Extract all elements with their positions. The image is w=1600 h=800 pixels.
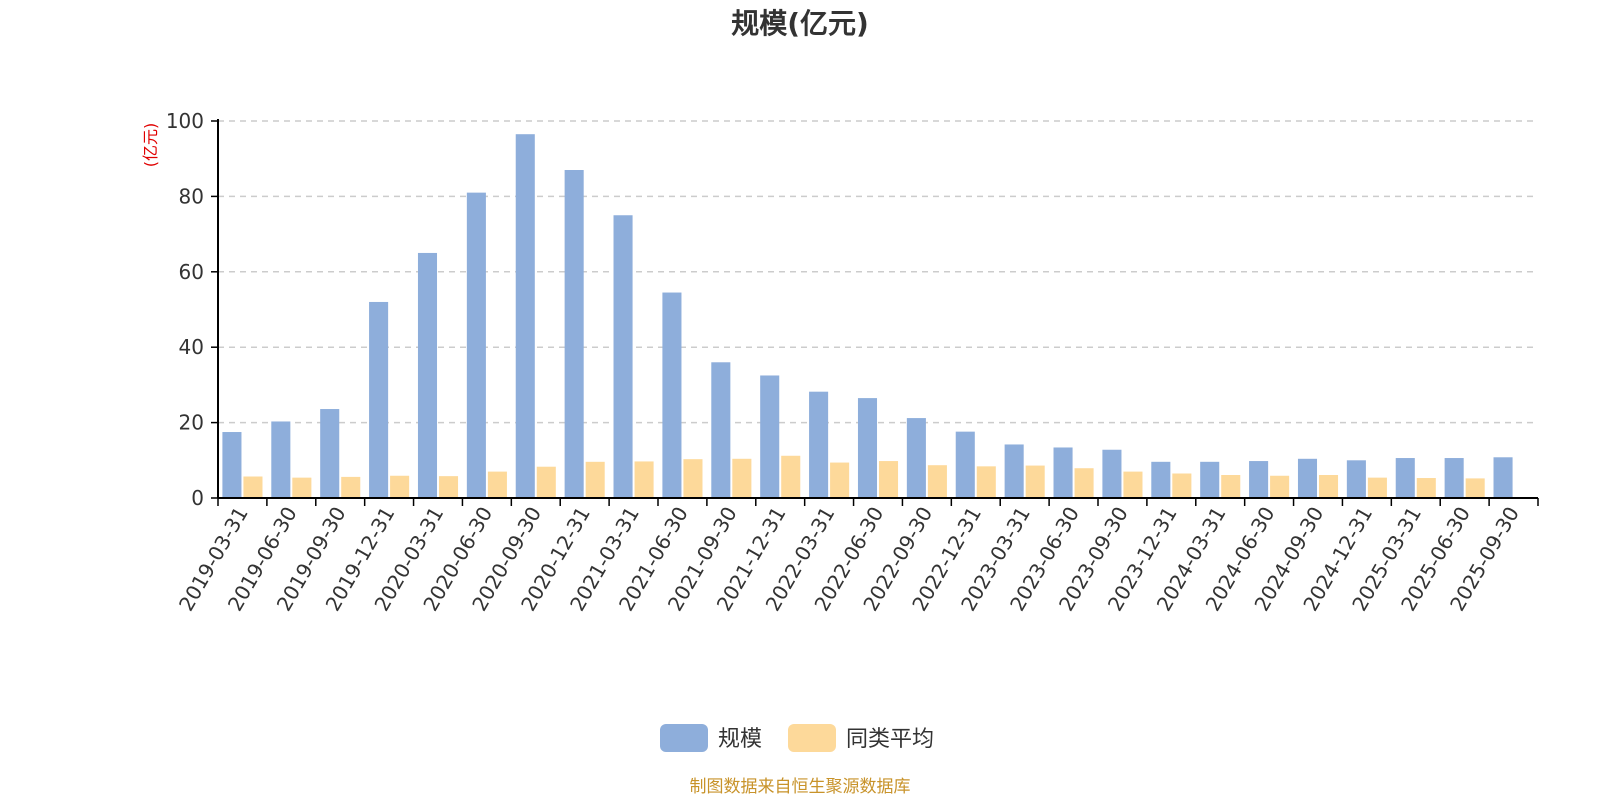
bar-peer-average xyxy=(585,461,605,498)
bars xyxy=(222,134,1513,498)
bar-peer-average xyxy=(976,466,996,498)
axes xyxy=(211,119,1539,506)
y-tick-label: 40 xyxy=(179,335,204,359)
bar-peer-average xyxy=(732,458,752,498)
bar-scale xyxy=(320,409,340,498)
bar-scale xyxy=(1200,461,1220,498)
bar-peer-average xyxy=(1025,465,1045,498)
y-tick-label: 20 xyxy=(179,411,204,435)
bar-scale xyxy=(1444,458,1464,498)
bar-peer-average xyxy=(1367,477,1387,498)
bar-peer-average xyxy=(243,476,263,498)
bar-scale xyxy=(760,375,780,498)
bar-scale xyxy=(955,431,975,498)
chart-title: 规模(亿元) xyxy=(731,7,869,40)
bar-peer-average xyxy=(1221,475,1241,498)
bar-peer-average xyxy=(1270,475,1290,498)
legend-label: 同类平均 xyxy=(846,727,934,752)
bar-scale xyxy=(1249,461,1269,498)
x-tick-labels: 2019-03-312019-06-302019-09-302019-12-31… xyxy=(174,503,1524,616)
legend-label: 规模 xyxy=(718,727,762,752)
bar-scale xyxy=(466,192,486,498)
bar-peer-average xyxy=(341,476,361,498)
y-tick-label: 60 xyxy=(179,260,204,284)
bar-peer-average xyxy=(1465,478,1485,498)
legend-swatch xyxy=(660,724,708,752)
bar-peer-average xyxy=(1318,475,1339,498)
bar-scale xyxy=(1493,457,1513,498)
bar-peer-average xyxy=(1074,468,1094,498)
y-unit-label: (亿元) xyxy=(141,123,160,168)
bar-peer-average xyxy=(1416,478,1436,498)
bar-scale xyxy=(1004,444,1024,498)
bar-peer-average xyxy=(292,477,312,498)
y-tick-label: 100 xyxy=(166,109,204,133)
source-footnote: 制图数据来自恒生聚源数据库 xyxy=(690,777,911,797)
bar-peer-average xyxy=(878,461,899,498)
bar-scale xyxy=(564,170,584,498)
y-tick-label: 0 xyxy=(191,486,204,510)
bar-peer-average xyxy=(1172,473,1192,498)
bar-peer-average xyxy=(781,455,801,498)
bar-peer-average xyxy=(927,465,947,498)
bar-scale xyxy=(222,432,242,498)
bar-scale xyxy=(711,362,731,498)
y-tick-label: 80 xyxy=(179,184,204,208)
bar-scale xyxy=(662,292,682,498)
bar-scale xyxy=(1297,458,1318,498)
bar-scale xyxy=(857,398,878,498)
bar-scale xyxy=(417,252,438,498)
bar-peer-average xyxy=(438,476,459,498)
y-tick-labels: 0 20 40 60 80 100 xyxy=(166,109,204,510)
bar-scale xyxy=(1395,458,1415,498)
bar-peer-average xyxy=(487,471,507,498)
bar-scale xyxy=(271,421,291,498)
bar-peer-average xyxy=(683,459,703,498)
bar-scale xyxy=(906,418,926,498)
bar-scale xyxy=(809,391,829,498)
bar-scale xyxy=(613,215,633,498)
bar-scale xyxy=(1102,449,1122,498)
bar-scale xyxy=(1346,460,1366,498)
legend-swatch xyxy=(788,724,836,752)
bar-peer-average xyxy=(830,462,850,498)
grid-lines xyxy=(218,120,1538,424)
legend: 规模 同类平均 xyxy=(660,724,934,752)
bar-scale xyxy=(1151,461,1171,498)
bar-peer-average xyxy=(634,461,654,498)
bar-scale xyxy=(515,134,535,498)
bar-peer-average xyxy=(536,466,556,498)
bar-peer-average xyxy=(1123,471,1143,498)
bar-scale xyxy=(369,301,389,498)
bar-peer-average xyxy=(390,475,410,498)
bar-scale xyxy=(1053,447,1073,498)
